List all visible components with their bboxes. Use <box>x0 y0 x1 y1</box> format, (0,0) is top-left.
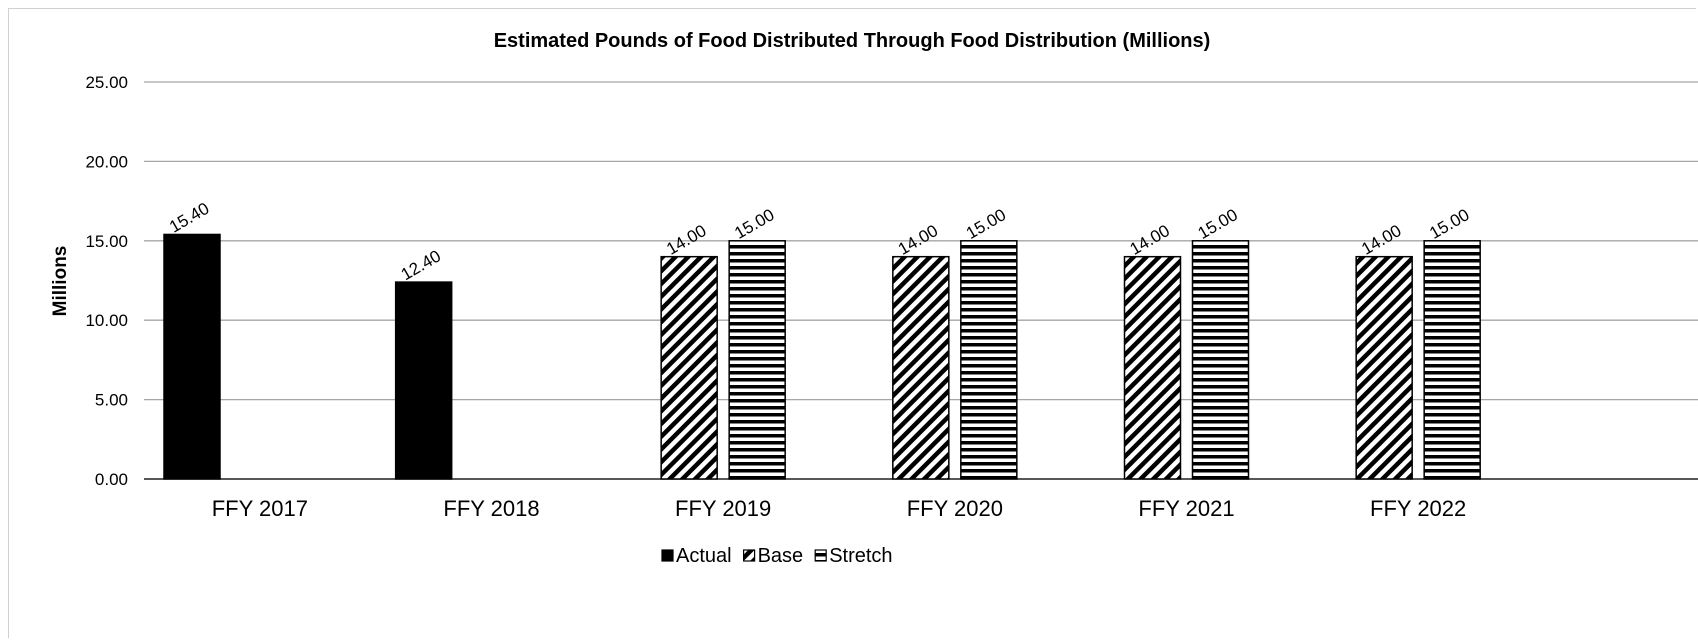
y-tick-label: 15.00 <box>85 232 128 251</box>
data-label: 15.00 <box>1426 205 1472 243</box>
bar-stretch-ffy-2021 <box>1191 240 1250 480</box>
x-category-label: FFY 2022 <box>1370 496 1466 521</box>
bar-base-ffy-2020 <box>892 255 950 480</box>
data-label: 15.00 <box>1195 205 1241 243</box>
y-axis-ticks: 0.00 5.00 10.00 15.00 20.00 25.00 <box>85 73 128 489</box>
y-axis-label: Millions <box>50 246 71 317</box>
legend-label: Base <box>758 545 804 567</box>
x-axis-categories: FFY 2017 FFY 2018 FFY 2019 FFY 2020 FFY 2021… <box>212 496 1467 521</box>
bar-stretch-ffy-2019 <box>728 240 786 480</box>
legend-item-stretch: Stretch <box>814 545 893 567</box>
legend-swatch <box>814 549 827 562</box>
x-category-label: FFY 2017 <box>212 496 308 521</box>
bar-base-ffy-2022 <box>1355 255 1413 480</box>
legend-label: Actual <box>676 545 732 567</box>
data-label: 14.00 <box>1127 221 1173 259</box>
data-label: 15.00 <box>731 205 777 243</box>
bar-stretch-ffy-2022 <box>1423 240 1481 480</box>
legend-item-base: Base <box>742 545 804 567</box>
x-category-label: FFY 2019 <box>675 496 771 521</box>
legend: Actual Base Stretch <box>661 545 893 567</box>
data-label: 14.00 <box>663 221 709 259</box>
data-label: 14.00 <box>895 221 941 259</box>
chart-frame <box>8 8 1696 638</box>
x-category-label: FFY 2021 <box>1138 496 1234 521</box>
data-label: 15.00 <box>963 205 1009 243</box>
bar-base-ffy-2019 <box>660 255 718 480</box>
y-tick-label: 5.00 <box>95 391 128 410</box>
legend-swatch <box>742 549 756 562</box>
x-category-label: FFY 2020 <box>907 496 1003 521</box>
bar-actual-ffy-2017 <box>163 233 221 480</box>
bar-base-ffy-2021 <box>1123 255 1182 480</box>
y-tick-label: 25.00 <box>85 73 128 92</box>
legend-swatch <box>661 549 674 562</box>
data-labels: 15.40 12.40 14.00 15.00 14.00 15.00 14.00 15.00… <box>166 199 1473 284</box>
bars <box>163 233 1481 480</box>
legend-label: Stretch <box>829 545 892 567</box>
bar-actual-ffy-2018 <box>394 281 453 480</box>
y-tick-label: 20.00 <box>85 152 128 171</box>
y-tick-label: 0.00 <box>95 470 128 489</box>
bar-stretch-ffy-2020 <box>960 240 1018 480</box>
y-tick-label: 10.00 <box>85 311 128 330</box>
chart-title: Estimated Pounds of Food Distributed Thr… <box>494 30 1211 52</box>
data-label: 12.40 <box>398 246 444 284</box>
legend-item-actual: Actual <box>661 545 732 567</box>
x-category-label: FFY 2018 <box>443 496 539 521</box>
data-label: 15.40 <box>166 199 212 237</box>
data-label: 14.00 <box>1358 221 1404 259</box>
